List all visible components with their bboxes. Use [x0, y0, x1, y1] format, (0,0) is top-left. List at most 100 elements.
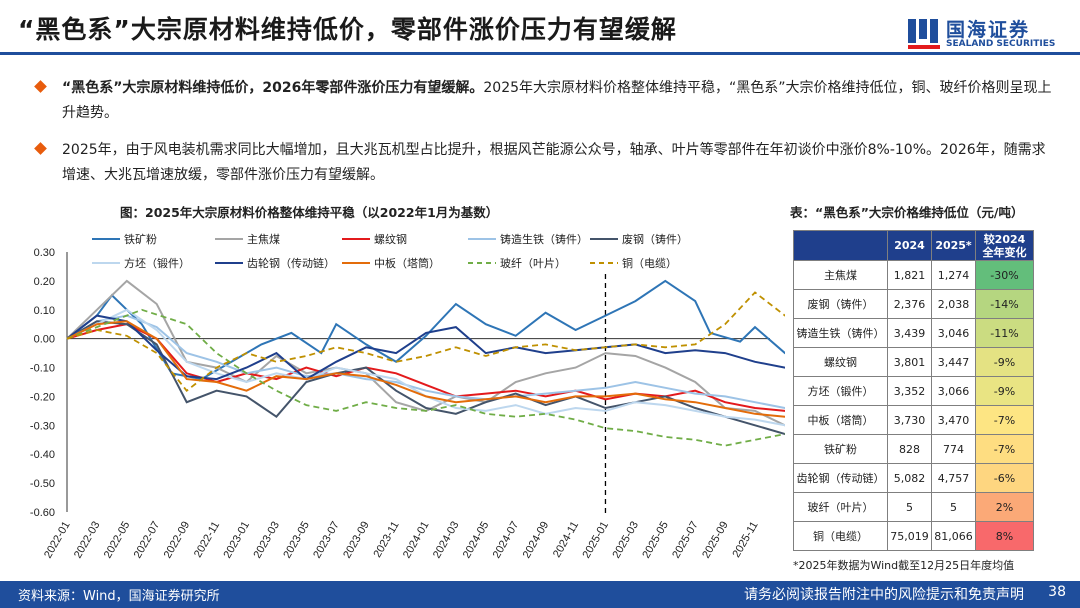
table-header-name — [793, 230, 888, 261]
page-number: 38 — [1048, 584, 1066, 600]
series-line — [66, 320, 785, 418]
table-cell-2024: 3,801 — [887, 347, 932, 377]
table-cell-2025: 3,470 — [931, 405, 976, 435]
x-tick-label: 2023-11 — [371, 520, 401, 560]
legend-label: 齿轮钢（传动链） — [247, 256, 335, 270]
x-tick-label: 2023-03 — [251, 520, 282, 561]
table-row: 玻纤（叶片） 5 5 2% — [793, 492, 1034, 522]
table-header-change-line: 较2024 — [983, 232, 1026, 246]
logo-mark-icon — [908, 19, 940, 49]
table-cell-change: -11% — [975, 318, 1034, 348]
x-tick-label: 2025-01 — [580, 520, 611, 561]
table-cell-2024: 5 — [887, 492, 932, 522]
y-tick-label: 0.10 — [34, 305, 55, 317]
table-cell-2024: 3,439 — [887, 318, 932, 348]
table-row: 方坯（锻件） 3,352 3,066 -9% — [793, 376, 1034, 406]
bullet-1: “黑色系”大宗原材料维持低价，2026年零部件涨价压力有望缓解。2025年大宗原… — [34, 76, 1056, 126]
x-tick-label: 2024-07 — [491, 520, 522, 561]
series-line — [66, 320, 785, 436]
x-tick-label: 2022-05 — [102, 520, 133, 561]
table-title: 表：“黑色系”大宗价格维持低位（元/吨） — [790, 205, 1024, 220]
series-line — [66, 291, 785, 392]
table-row: 废钢（铸件） 2,376 2,038 -14% — [793, 289, 1034, 319]
y-tick-label: -0.60 — [30, 507, 55, 519]
table-cell-change: -6% — [975, 463, 1034, 493]
logo-name-en: SEALAND SECURITIES — [946, 39, 1056, 49]
table-cell-name: 中板（塔筒） — [793, 405, 888, 435]
table-cell-name: 方坯（锻件） — [793, 376, 888, 406]
y-tick-label: 0.20 — [34, 276, 55, 288]
table-cell-change: -9% — [975, 376, 1034, 406]
legend-label: 废钢（铸件） — [622, 232, 688, 246]
table-cell-change: 2% — [975, 492, 1034, 522]
legend-label: 铁矿粉 — [124, 233, 157, 246]
table-cell-2025: 1,274 — [931, 260, 976, 290]
title-divider — [0, 52, 1080, 55]
table-cell-2025: 5 — [931, 492, 976, 522]
chart-title: 图：2025年大宗原材料价格整体维持平稳（以2022年1月为基数） — [120, 205, 499, 220]
x-tick-label: 2024-09 — [521, 520, 552, 561]
table-cell-change: -7% — [975, 405, 1034, 435]
table-note: *2025年数据为Wind截至12月25日年度均值 — [793, 559, 1015, 572]
table-cell-2025: 4,757 — [931, 463, 976, 493]
x-tick-label: 2025-07 — [670, 520, 701, 561]
table-row: 铜（电缆） 75,019 81,066 8% — [793, 521, 1034, 551]
bullet-1-bold: “黑色系”大宗原材料维持低价，2026年零部件涨价压力有望缓解。 — [62, 80, 484, 96]
x-tick-label: 2022-01 — [42, 520, 73, 561]
y-tick-label: 0.30 — [34, 247, 55, 259]
footer-bar: 资料来源：Wind，国海证券研究所 请务必阅读报告附注中的风险提示和免责声明 3… — [0, 581, 1080, 608]
table-cell-2025: 3,447 — [931, 347, 976, 377]
table-cell-change: 8% — [975, 521, 1034, 551]
page-title: “黑色系”大宗原材料维持低价，零部件涨价压力有望缓解 — [18, 15, 677, 44]
table-cell-2024: 5,082 — [887, 463, 932, 493]
x-tick-label: 2025-09 — [700, 520, 731, 561]
x-tick-label: 2025-11 — [730, 520, 760, 560]
x-tick-label: 2024-03 — [431, 520, 462, 561]
y-tick-label: -0.20 — [30, 391, 55, 403]
table-cell-2025: 81,066 — [931, 521, 976, 551]
y-tick-label: -0.40 — [30, 449, 55, 461]
table-header-2024: 2024 — [887, 230, 932, 261]
table-header-change: 较2024 全年变化 — [975, 230, 1034, 261]
table-cell-2024: 2,376 — [887, 289, 932, 319]
table-cell-name: 玻纤（叶片） — [793, 492, 888, 522]
x-tick-label: 2023-01 — [222, 520, 253, 561]
table-cell-name: 主焦煤 — [793, 260, 888, 290]
table-cell-2025: 2,038 — [931, 289, 976, 319]
table-cell-2025: 774 — [931, 434, 976, 464]
legend-label: 中板（塔筒） — [374, 256, 440, 270]
table-cell-name: 齿轮钢（传动链） — [793, 463, 888, 493]
x-tick-label: 2025-05 — [640, 520, 671, 561]
y-tick-label: -0.50 — [30, 478, 55, 490]
x-tick-label: 2024-01 — [401, 520, 432, 561]
table-cell-change: -30% — [975, 260, 1034, 290]
table-cell-2025: 3,046 — [931, 318, 976, 348]
footer-risk-notice: 请务必阅读报告附注中的风险提示和免责声明 — [744, 587, 1024, 603]
series-line — [66, 314, 785, 410]
x-tick-label: 2025-03 — [610, 520, 641, 561]
table-cell-change: -9% — [975, 347, 1034, 377]
table-row: 铁矿粉 828 774 -7% — [793, 434, 1034, 464]
table-cell-2024: 3,352 — [887, 376, 932, 406]
table-cell-2024: 828 — [887, 434, 932, 464]
legend-label: 主焦煤 — [247, 233, 280, 246]
x-tick-label: 2022-03 — [72, 520, 103, 561]
series-line — [66, 314, 785, 381]
table-row: 螺纹钢 3,801 3,447 -9% — [793, 347, 1034, 377]
table-row: 铸造生铁（铸件） 3,439 3,046 -11% — [793, 318, 1034, 348]
y-tick-label: -0.30 — [30, 420, 55, 432]
table-cell-name: 铁矿粉 — [793, 434, 888, 464]
bullet-2: 2025年，由于风电装机需求同比大幅增加，且大兆瓦机型占比提升，根据风芒能源公众… — [34, 138, 1056, 188]
bullet-1-text: 2025年大宗原材料价格整体维持平稳，“黑色系”大宗价格维持低位，铜、玻纤价格则… — [62, 80, 1052, 121]
x-tick-label: 2022-11 — [192, 520, 222, 560]
legend-label: 铸造生铁（铸件） — [500, 232, 588, 246]
x-tick-label: 2022-09 — [162, 520, 193, 561]
series-line — [66, 323, 785, 412]
table-cell-2024: 1,821 — [887, 260, 932, 290]
table-cell-change: -14% — [975, 289, 1034, 319]
table-row: 中板（塔筒） 3,730 3,470 -7% — [793, 405, 1034, 435]
series-line — [66, 279, 785, 381]
logo-name-cn: 国海证券 — [946, 19, 1031, 41]
legend-label: 铜（电缆） — [622, 256, 677, 270]
series-line — [66, 308, 785, 447]
